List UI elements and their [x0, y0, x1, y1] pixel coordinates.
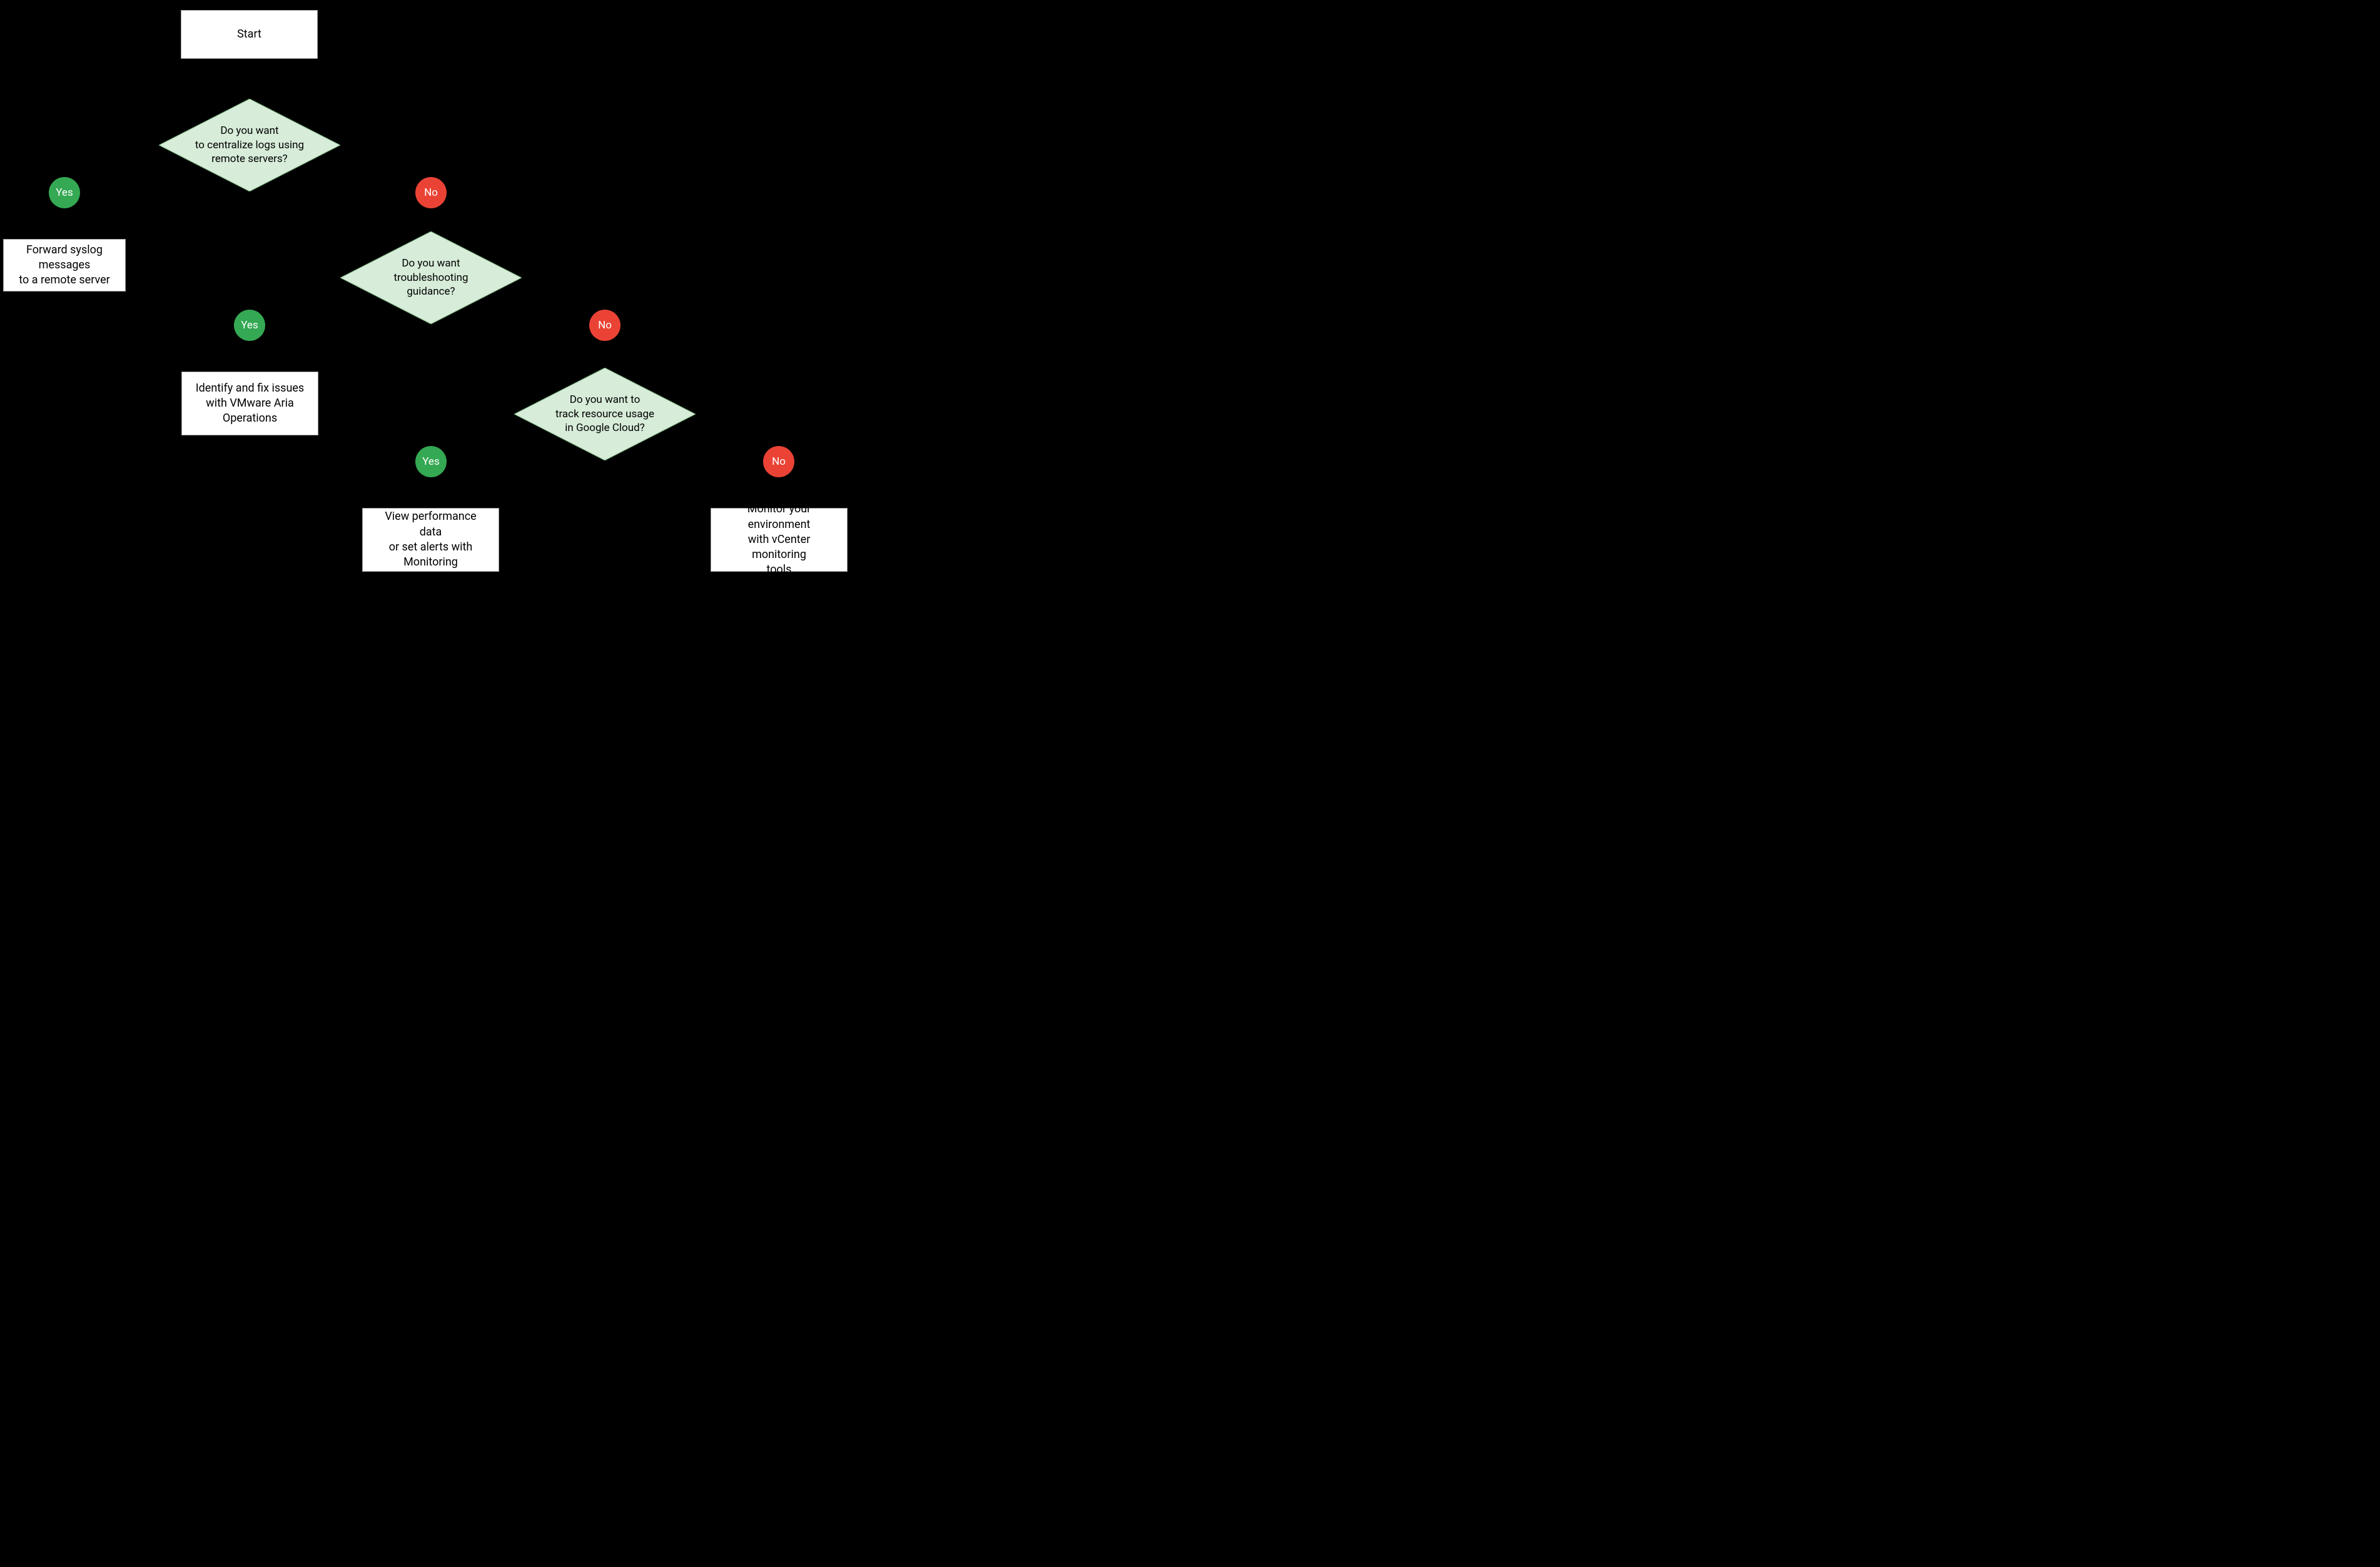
- action-vcenter: Monitor your environment with vCenter mo…: [711, 508, 848, 572]
- yes-badge-1: Yes: [49, 177, 80, 208]
- no-badge-1: No: [415, 177, 447, 208]
- no-badge-2: No: [589, 310, 620, 341]
- decision-3-text: Do you want to track resource usage in G…: [530, 393, 679, 436]
- action-forward-syslog: Forward syslog messages to a remote serv…: [3, 239, 126, 292]
- flowchart-canvas: Start Do you want to centralize logs usi…: [0, 0, 914, 602]
- decision-track-resource: Do you want to track resource usage in G…: [514, 368, 696, 460]
- action-monitoring: View performance data or set alerts with…: [362, 508, 499, 572]
- action-aria-operations: Identify and fix issues with VMware Aria…: [181, 372, 318, 435]
- start-node: Start: [181, 10, 318, 59]
- yes-badge-2: Yes: [234, 310, 265, 341]
- decision-1-text: Do you want to centralize logs using rem…: [170, 124, 329, 167]
- yes-badge-3: Yes: [415, 446, 447, 477]
- decision-2-text: Do you want troubleshooting guidance?: [368, 256, 493, 300]
- no-badge-3: No: [763, 446, 794, 477]
- decision-troubleshooting: Do you want troubleshooting guidance?: [340, 231, 522, 324]
- start-label: Start: [237, 27, 261, 42]
- decision-centralize-logs: Do you want to centralize logs using rem…: [159, 99, 340, 191]
